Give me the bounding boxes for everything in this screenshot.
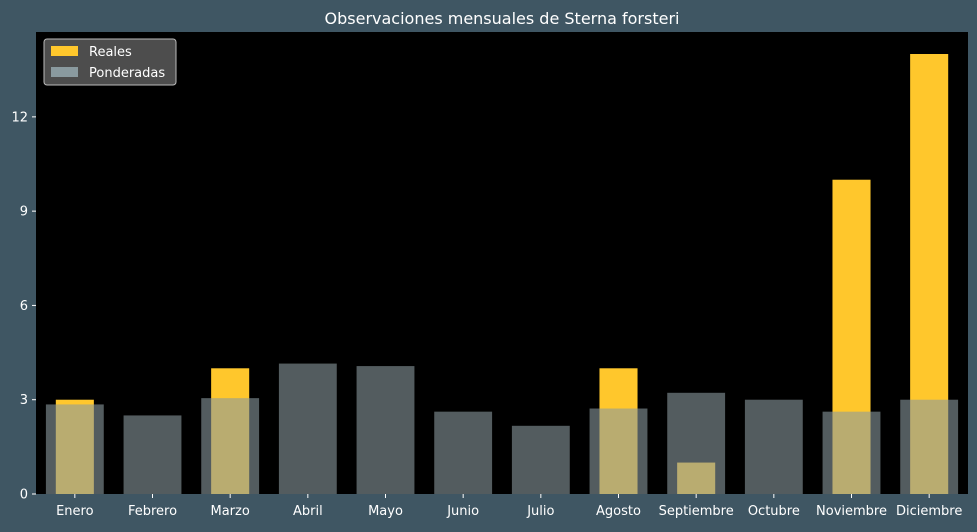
legend-swatch	[51, 46, 78, 56]
chart-title: Observaciones mensuales de Sterna forste…	[325, 9, 680, 28]
y-tick-label: 0	[20, 488, 28, 503]
y-axis: 0 3 6 9 12	[11, 110, 36, 503]
x-tick-label: Abril	[293, 504, 323, 519]
legend-label: Ponderadas	[89, 66, 165, 81]
bar-ponderadas	[511, 425, 570, 494]
bar-ponderadas	[589, 408, 648, 494]
x-axis: Enero Febrero Marzo Abril Mayo Junio Julio Agos…	[56, 494, 962, 519]
bar-ponderadas	[123, 415, 182, 494]
plot-area	[36, 32, 968, 494]
bar-ponderadas	[434, 411, 493, 494]
x-tick-label: Agosto	[596, 504, 641, 519]
y-tick-label: 12	[11, 110, 28, 125]
bar-ponderadas	[45, 404, 104, 494]
x-tick-label: Febrero	[128, 504, 177, 519]
bar-ponderadas	[201, 398, 260, 494]
x-tick-label: Marzo	[211, 504, 250, 519]
bar-ponderadas	[278, 363, 337, 494]
x-tick-label: Julio	[526, 504, 554, 519]
bar-ponderadas	[667, 392, 726, 494]
bar-ponderadas	[900, 399, 959, 494]
x-tick-label: Junio	[446, 504, 479, 519]
bar-ponderadas	[356, 366, 415, 494]
series-ponderadas	[45, 363, 959, 494]
legend: Reales Ponderadas	[43, 38, 177, 86]
y-tick-label: 9	[20, 205, 28, 220]
y-tick-label: 6	[20, 299, 28, 314]
x-tick-label: Noviembre	[816, 504, 887, 519]
x-tick-label: Octubre	[748, 504, 800, 519]
x-tick-label: Septiembre	[659, 504, 734, 519]
x-tick-label: Mayo	[368, 504, 403, 519]
y-tick-label: 3	[20, 393, 28, 408]
legend-label: Reales	[89, 45, 132, 60]
bar-ponderadas	[744, 399, 803, 494]
bar-ponderadas	[822, 411, 881, 494]
x-tick-label: Enero	[56, 504, 94, 519]
x-tick-label: Diciembre	[896, 504, 962, 519]
legend-swatch	[51, 67, 78, 77]
